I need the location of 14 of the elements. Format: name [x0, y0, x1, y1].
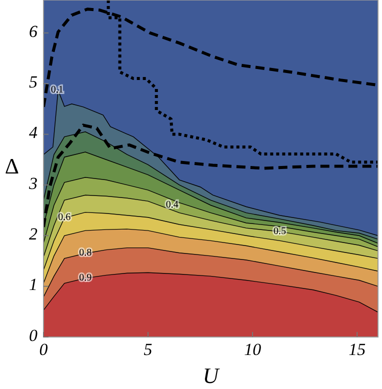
annotation: 0.4 [166, 200, 178, 211]
annotation: 0.1 [50, 84, 64, 96]
y-tick-label: 3 [28, 174, 38, 193]
y-tick-label: 0 [29, 326, 38, 345]
x-tick-label: 15 [348, 340, 366, 359]
x-tick-label: 5 [144, 340, 152, 359]
y-tick-label: 6 [29, 22, 38, 41]
y-axis-title: Δ [4, 154, 20, 179]
y-tick-label: 5 [29, 72, 38, 92]
x-axis-title: U [202, 363, 221, 388]
y-tick-label: 1 [29, 275, 38, 294]
y-tick-label: 2 [29, 224, 38, 244]
x-tick-label: 10 [244, 340, 262, 359]
y-tick-label: 4 [29, 123, 38, 142]
